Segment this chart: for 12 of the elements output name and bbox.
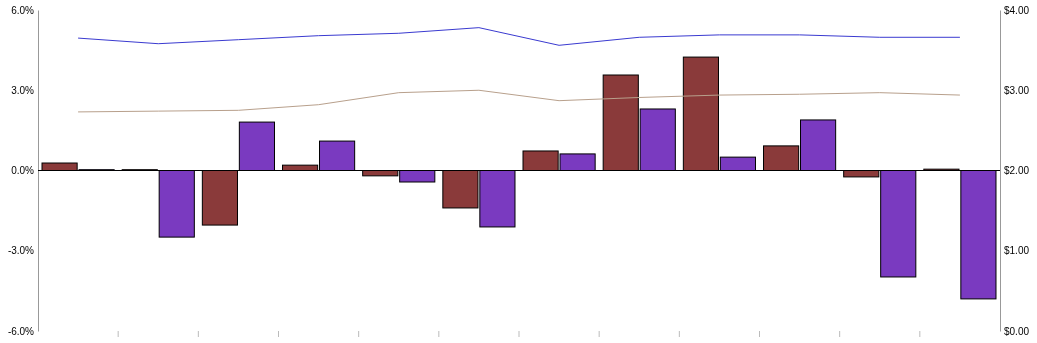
y-tick-label: 6.0%	[11, 4, 35, 16]
y2-tick-label: $1.00	[1004, 245, 1030, 257]
line-series	[77, 27, 961, 46]
y2-tick-label: $3.00	[1004, 84, 1030, 96]
y2-tick-label: $2.00	[1004, 165, 1030, 177]
y2-tick-label: $4.00	[1004, 4, 1030, 16]
y-tick-label: 3.0%	[11, 84, 35, 96]
y2-tick-label: $0.00	[1004, 325, 1030, 337]
line-series	[77, 89, 961, 113]
y-tick-label: 0.0%	[11, 165, 35, 177]
y-tick-label: -3.0%	[7, 245, 35, 257]
y-tick-label: -6.0%	[7, 325, 35, 337]
